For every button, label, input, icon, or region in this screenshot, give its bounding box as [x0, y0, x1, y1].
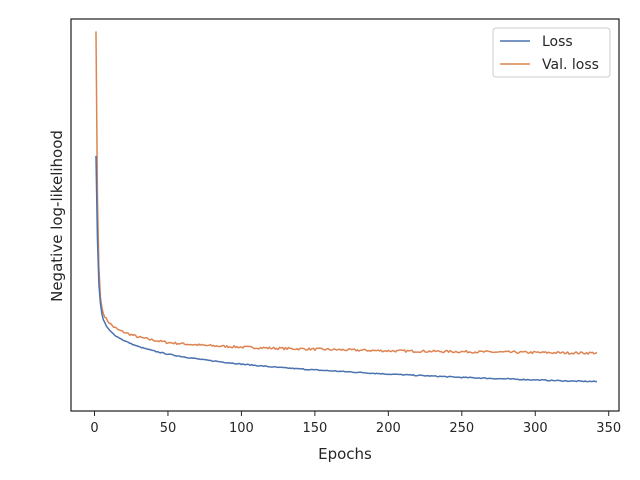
- x-axis-title: Epochs: [318, 445, 372, 463]
- x-tick-label: 300: [523, 421, 548, 436]
- series-layer: [95, 31, 598, 383]
- x-tick-label: 0: [90, 421, 98, 436]
- x-tick-label: 200: [376, 421, 401, 436]
- series-line-val-loss: [95, 31, 598, 355]
- x-tick-label: 50: [160, 421, 177, 436]
- x-tick-label: 250: [449, 421, 474, 436]
- x-tick-label: 100: [229, 421, 254, 436]
- legend-label-val-loss: Val. loss: [542, 57, 599, 73]
- legend: Loss Val. loss: [492, 27, 611, 78]
- legend-label-loss: Loss: [542, 34, 573, 50]
- plot-frame: [70, 18, 620, 412]
- y-axis-title: Negative log-likelihood: [48, 130, 66, 302]
- x-tick-label: 350: [596, 421, 621, 436]
- x-tick-label: 150: [302, 421, 327, 436]
- series-line-loss: [95, 155, 598, 383]
- x-axis: 0 50 100 150 200 250 300 350: [90, 411, 621, 436]
